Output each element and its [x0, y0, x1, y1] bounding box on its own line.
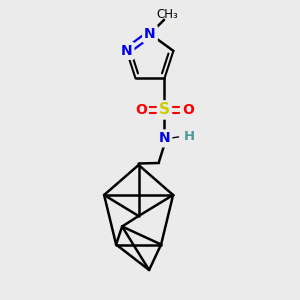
Text: O: O — [182, 103, 194, 117]
Text: H: H — [183, 130, 194, 143]
Text: S: S — [159, 102, 170, 117]
Text: N: N — [121, 44, 132, 58]
Text: O: O — [135, 103, 147, 117]
Text: N: N — [159, 131, 170, 146]
Text: N: N — [144, 27, 156, 41]
Text: CH₃: CH₃ — [156, 8, 178, 21]
